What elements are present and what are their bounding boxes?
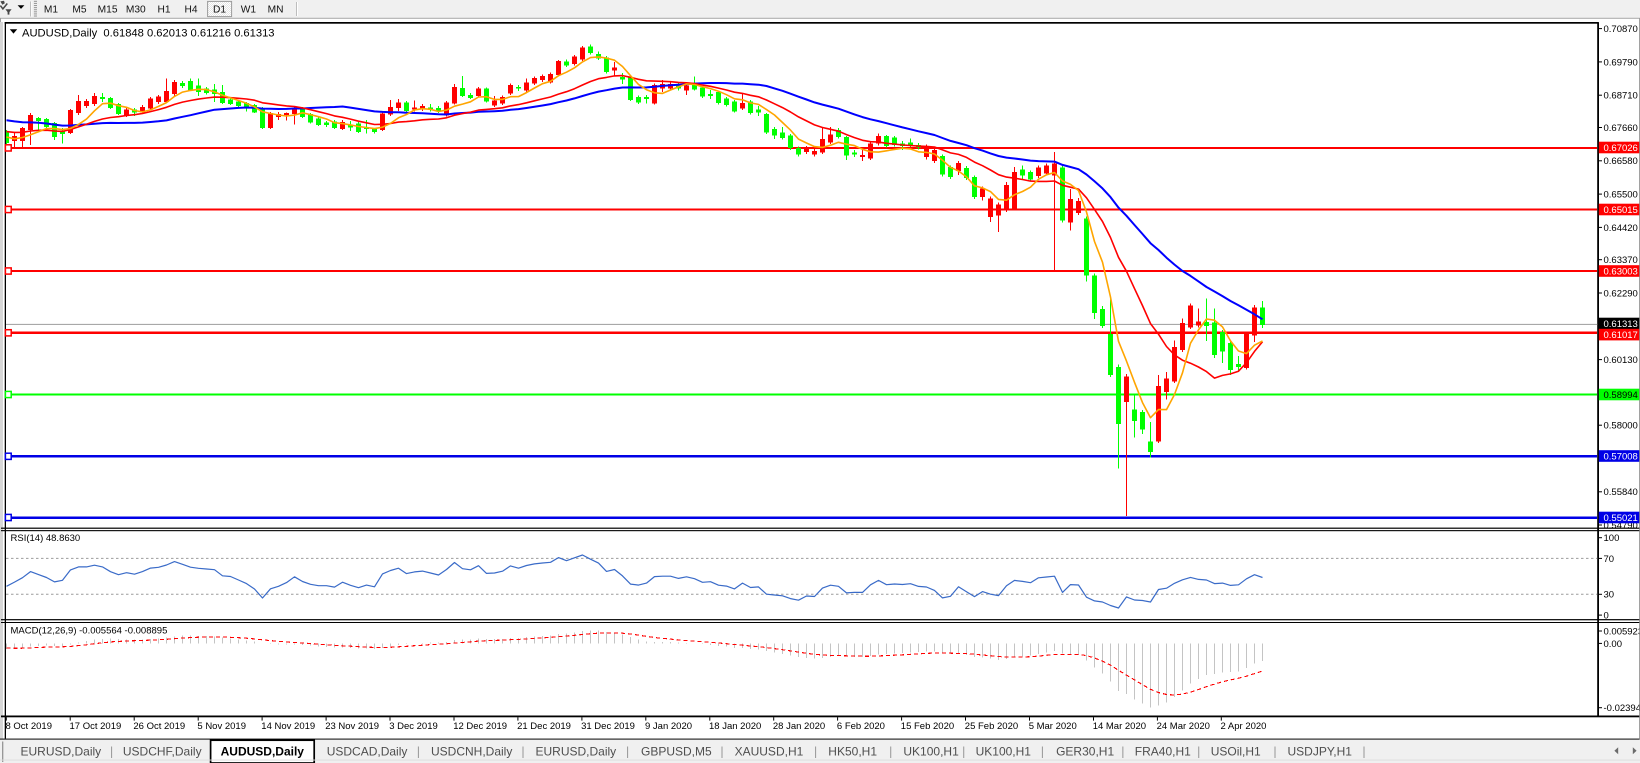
svg-text:18 Jan 2020: 18 Jan 2020	[709, 721, 761, 732]
svg-text:0.58994: 0.58994	[1604, 390, 1638, 401]
svg-text:26 Oct 2019: 26 Oct 2019	[133, 721, 185, 732]
svg-text:0.67026: 0.67026	[1604, 143, 1638, 154]
svg-text:0.62290: 0.62290	[1604, 288, 1638, 299]
svg-text:30: 30	[1604, 590, 1615, 601]
svg-text:0.58000: 0.58000	[1604, 421, 1638, 432]
svg-text:0.65500: 0.65500	[1604, 190, 1638, 201]
svg-text:0.70870: 0.70870	[1604, 24, 1638, 35]
svg-text:AUDUSD,Daily 0.61848 0.62013: AUDUSD,Daily 0.61848 0.62013 0.61216 0.6…	[22, 27, 275, 39]
svg-text:14 Mar 2020: 14 Mar 2020	[1093, 721, 1146, 732]
svg-text:M1: M1	[44, 5, 58, 16]
svg-text:RSI(14) 48.8630: RSI(14) 48.8630	[11, 533, 81, 544]
svg-text:USDCHF,Daily: USDCHF,Daily	[123, 745, 202, 759]
svg-text:0.64420: 0.64420	[1604, 223, 1638, 234]
svg-text:0.69790: 0.69790	[1604, 57, 1638, 68]
svg-text:23 Nov 2019: 23 Nov 2019	[325, 721, 379, 732]
svg-text:GER30,H1: GER30,H1	[1056, 745, 1114, 759]
svg-text:MACD(12,26,9) -0.005564 -0.008: MACD(12,26,9) -0.005564 -0.008895	[11, 625, 168, 636]
svg-text:9 Jan 2020: 9 Jan 2020	[645, 721, 692, 732]
svg-text:USDCAD,Daily: USDCAD,Daily	[327, 745, 408, 759]
svg-text:0: 0	[1604, 611, 1609, 622]
svg-text:0.65015: 0.65015	[1604, 205, 1638, 216]
svg-text:|: |	[110, 746, 113, 758]
svg-text:|: |	[522, 746, 525, 758]
svg-text:0.005923: 0.005923	[1604, 626, 1640, 637]
svg-text:28 Jan 2020: 28 Jan 2020	[773, 721, 825, 732]
svg-text:XAUUSD,H1: XAUUSD,H1	[735, 745, 804, 759]
svg-text:2 Apr 2020: 2 Apr 2020	[1221, 721, 1267, 732]
svg-text:UK100,H1: UK100,H1	[903, 745, 959, 759]
svg-text:|: |	[814, 746, 817, 758]
svg-text:100: 100	[1604, 533, 1620, 544]
svg-text:0.63370: 0.63370	[1604, 255, 1638, 266]
svg-text:AUDUSD,Daily: AUDUSD,Daily	[221, 745, 305, 759]
svg-text:USDCNH,Daily: USDCNH,Daily	[431, 745, 512, 759]
svg-text:UK100,H1: UK100,H1	[976, 745, 1032, 759]
svg-text:|: |	[1121, 746, 1124, 758]
svg-text:M15: M15	[98, 5, 118, 16]
svg-text:0.61313: 0.61313	[1604, 319, 1638, 330]
svg-text:EURUSD,Daily: EURUSD,Daily	[536, 745, 617, 759]
svg-text:6 Feb 2020: 6 Feb 2020	[837, 721, 885, 732]
svg-text:0.57008: 0.57008	[1604, 451, 1638, 462]
svg-text:|: |	[417, 746, 420, 758]
svg-text:H4: H4	[184, 5, 197, 16]
svg-text:5 Nov 2019: 5 Nov 2019	[197, 721, 246, 732]
svg-text:0.68710: 0.68710	[1604, 91, 1638, 102]
svg-text:0.67660: 0.67660	[1604, 123, 1638, 134]
svg-text:3 Dec 2019: 3 Dec 2019	[389, 721, 438, 732]
svg-text:0.61017: 0.61017	[1604, 330, 1638, 341]
svg-text:|: |	[889, 746, 892, 758]
svg-text:21 Dec 2019: 21 Dec 2019	[517, 721, 571, 732]
svg-text:USDJPY,H1: USDJPY,H1	[1288, 745, 1353, 759]
svg-text:M30: M30	[126, 5, 146, 16]
svg-text:|: |	[1363, 746, 1366, 758]
svg-text:M5: M5	[72, 5, 86, 16]
svg-text:|: |	[1041, 746, 1044, 758]
svg-text:24 Mar 2020: 24 Mar 2020	[1157, 721, 1210, 732]
svg-text:0.54790: 0.54790	[1604, 520, 1638, 531]
svg-text:|: |	[626, 746, 629, 758]
svg-text:12 Dec 2019: 12 Dec 2019	[453, 721, 507, 732]
svg-text:8 Oct 2019: 8 Oct 2019	[6, 721, 52, 732]
svg-text:0.60130: 0.60130	[1604, 355, 1638, 366]
svg-text:|: |	[1274, 746, 1277, 758]
svg-text:FRA40,H1: FRA40,H1	[1135, 745, 1191, 759]
svg-text:0.55840: 0.55840	[1604, 487, 1638, 498]
svg-text:|: |	[962, 746, 965, 758]
svg-text:|: |	[721, 746, 724, 758]
svg-text:17 Oct 2019: 17 Oct 2019	[70, 721, 122, 732]
svg-text:0.63003: 0.63003	[1604, 266, 1638, 277]
svg-text:15 Feb 2020: 15 Feb 2020	[901, 721, 954, 732]
svg-text:70: 70	[1604, 554, 1615, 565]
svg-text:EURUSD,Daily: EURUSD,Daily	[21, 745, 102, 759]
svg-text:31 Dec 2019: 31 Dec 2019	[581, 721, 635, 732]
svg-text:-0.023944: -0.023944	[1604, 703, 1640, 714]
svg-text:W1: W1	[241, 5, 257, 16]
svg-text:D1: D1	[213, 5, 226, 16]
svg-text:HK50,H1: HK50,H1	[828, 745, 877, 759]
svg-text:5 Mar 2020: 5 Mar 2020	[1029, 721, 1077, 732]
svg-text:0.66580: 0.66580	[1604, 156, 1638, 167]
svg-text:H1: H1	[157, 5, 170, 16]
svg-text:|: |	[1197, 746, 1200, 758]
svg-text:USOil,H1: USOil,H1	[1211, 745, 1261, 759]
svg-text:25 Feb 2020: 25 Feb 2020	[965, 721, 1018, 732]
svg-text:MN: MN	[268, 5, 284, 16]
svg-text:0.55021: 0.55021	[1604, 513, 1638, 524]
svg-text:0.00: 0.00	[1604, 639, 1623, 650]
svg-text:GBPUSD,M5: GBPUSD,M5	[641, 745, 712, 759]
svg-text:14 Nov 2019: 14 Nov 2019	[261, 721, 315, 732]
